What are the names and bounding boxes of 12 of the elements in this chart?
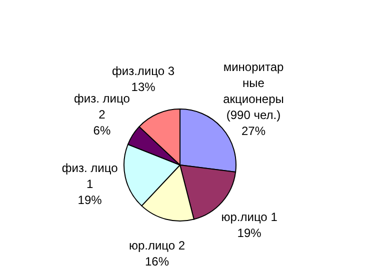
data-label: 16% bbox=[145, 254, 170, 269]
slice-label: физ.лицо 3 bbox=[112, 64, 175, 78]
slice-label: миноритарные акционеры (990 чел.) bbox=[223, 60, 284, 122]
slice-label: физ. лицо 1 bbox=[62, 161, 118, 192]
data-label: 19% bbox=[237, 226, 262, 240]
data-label: 19% bbox=[78, 193, 102, 208]
data-label: 27% bbox=[241, 124, 266, 138]
data-label: 13% bbox=[131, 80, 156, 94]
slice-label: юр.лицо 2 bbox=[128, 238, 186, 253]
data-label: 6% bbox=[93, 124, 111, 138]
slice-label: юр.лицо 1 bbox=[221, 210, 278, 224]
slice-label: физ. лицо 2 bbox=[74, 92, 130, 122]
